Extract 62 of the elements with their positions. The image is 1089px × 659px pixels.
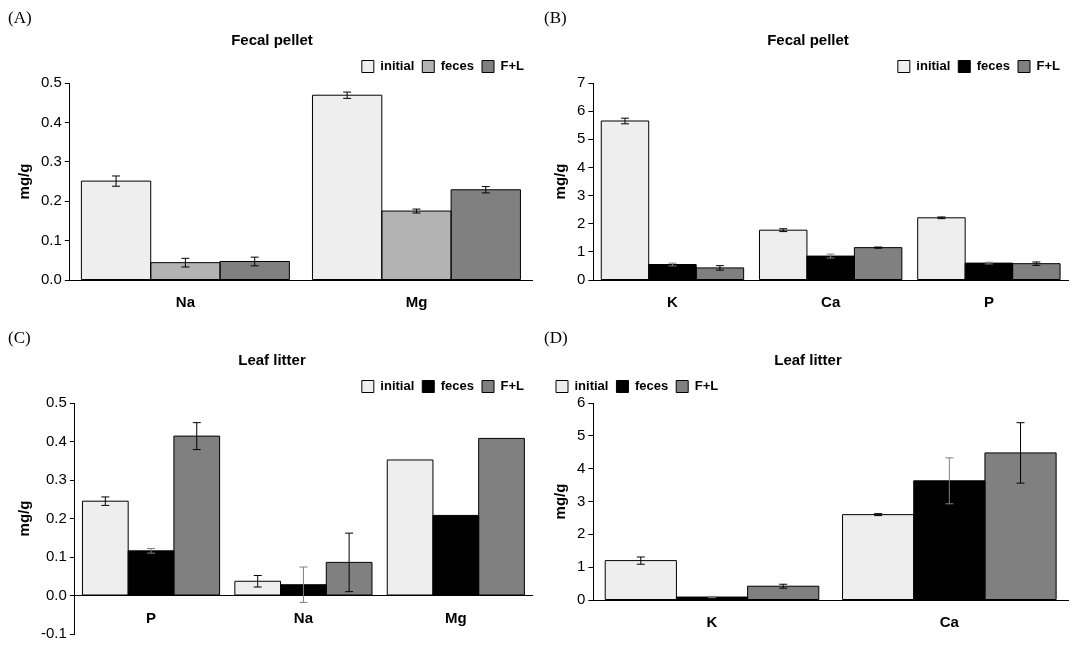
chart-title: Fecal pellet xyxy=(231,31,313,49)
y-tick-label: -0.1 xyxy=(40,624,67,642)
x-tick-label: Mg xyxy=(405,293,428,311)
y-tick-label: 3 xyxy=(577,491,586,509)
y-axis-title: mg/g xyxy=(551,483,569,520)
x-tick-label: Na xyxy=(293,608,314,626)
x-tick-label: P xyxy=(983,293,994,311)
y-tick-label: 6 xyxy=(577,101,586,119)
y-tick-label: 5 xyxy=(577,425,586,443)
y-axis-title: mg/g xyxy=(551,163,569,200)
text: (D) xyxy=(544,328,569,349)
chart-title: Leaf litter xyxy=(238,351,306,369)
x-tick-label: K xyxy=(706,613,718,631)
y-tick-label: 0.2 xyxy=(45,508,67,526)
y-tick-label: 0.5 xyxy=(40,73,62,91)
chart-title: Fecal pellet xyxy=(767,31,849,49)
y-tick-label: 0.4 xyxy=(45,431,67,449)
y-tick-label: 0.3 xyxy=(45,470,67,488)
y-tick-label: 4 xyxy=(577,458,586,476)
x-tick-label: Ca xyxy=(821,293,841,311)
legend-label: F+L xyxy=(500,58,525,74)
y-tick-label: 0.1 xyxy=(40,230,62,248)
x-tick-label: K xyxy=(667,293,679,311)
x-tick-label: Mg xyxy=(444,608,467,626)
text: (A) xyxy=(8,8,33,29)
y-tick-label: 0.1 xyxy=(45,547,67,565)
y-tick-label: 7 xyxy=(577,73,586,91)
chart-title: Leaf litter xyxy=(774,351,842,369)
x-tick-label: Na xyxy=(175,293,196,311)
legend-label: F+L xyxy=(500,378,525,394)
legend-label: initial xyxy=(380,58,415,74)
y-tick-label: 0.3 xyxy=(40,151,62,169)
text: (B) xyxy=(544,8,568,29)
legend-label: feces xyxy=(440,378,475,394)
legend-label: F+L xyxy=(1036,58,1061,74)
legend-label: F+L xyxy=(694,378,719,394)
legend-label: feces xyxy=(976,58,1011,74)
legend-label: initial xyxy=(574,378,609,394)
legend-label: initial xyxy=(380,378,415,394)
y-tick-label: 0.2 xyxy=(40,191,62,209)
legend-label: feces xyxy=(634,378,669,394)
y-tick-label: 0.5 xyxy=(45,393,67,411)
y-tick-label: 0 xyxy=(577,590,586,608)
y-tick-label: 0.0 xyxy=(45,585,67,603)
y-tick-label: 1 xyxy=(577,242,586,259)
y-tick-label: 5 xyxy=(577,129,586,147)
y-tick-label: 1 xyxy=(577,557,586,575)
legend-label: initial xyxy=(916,58,951,74)
y-axis-title: mg/g xyxy=(15,500,33,537)
y-tick-label: 2 xyxy=(577,213,586,231)
x-tick-label: Ca xyxy=(939,613,960,631)
y-axis-title: mg/g xyxy=(15,163,33,200)
y-tick-label: 4 xyxy=(577,157,586,175)
y-tick-label: 6 xyxy=(577,393,586,411)
y-tick-label: 0.4 xyxy=(40,112,62,130)
y-tick-label: 3 xyxy=(577,185,586,203)
legend-label: feces xyxy=(440,58,475,74)
y-tick-label: 0 xyxy=(577,270,586,288)
y-tick-label: 0.0 xyxy=(40,270,62,288)
x-tick-label: P xyxy=(146,608,157,626)
y-tick-label: 2 xyxy=(577,524,586,542)
text: (C) xyxy=(8,328,32,349)
